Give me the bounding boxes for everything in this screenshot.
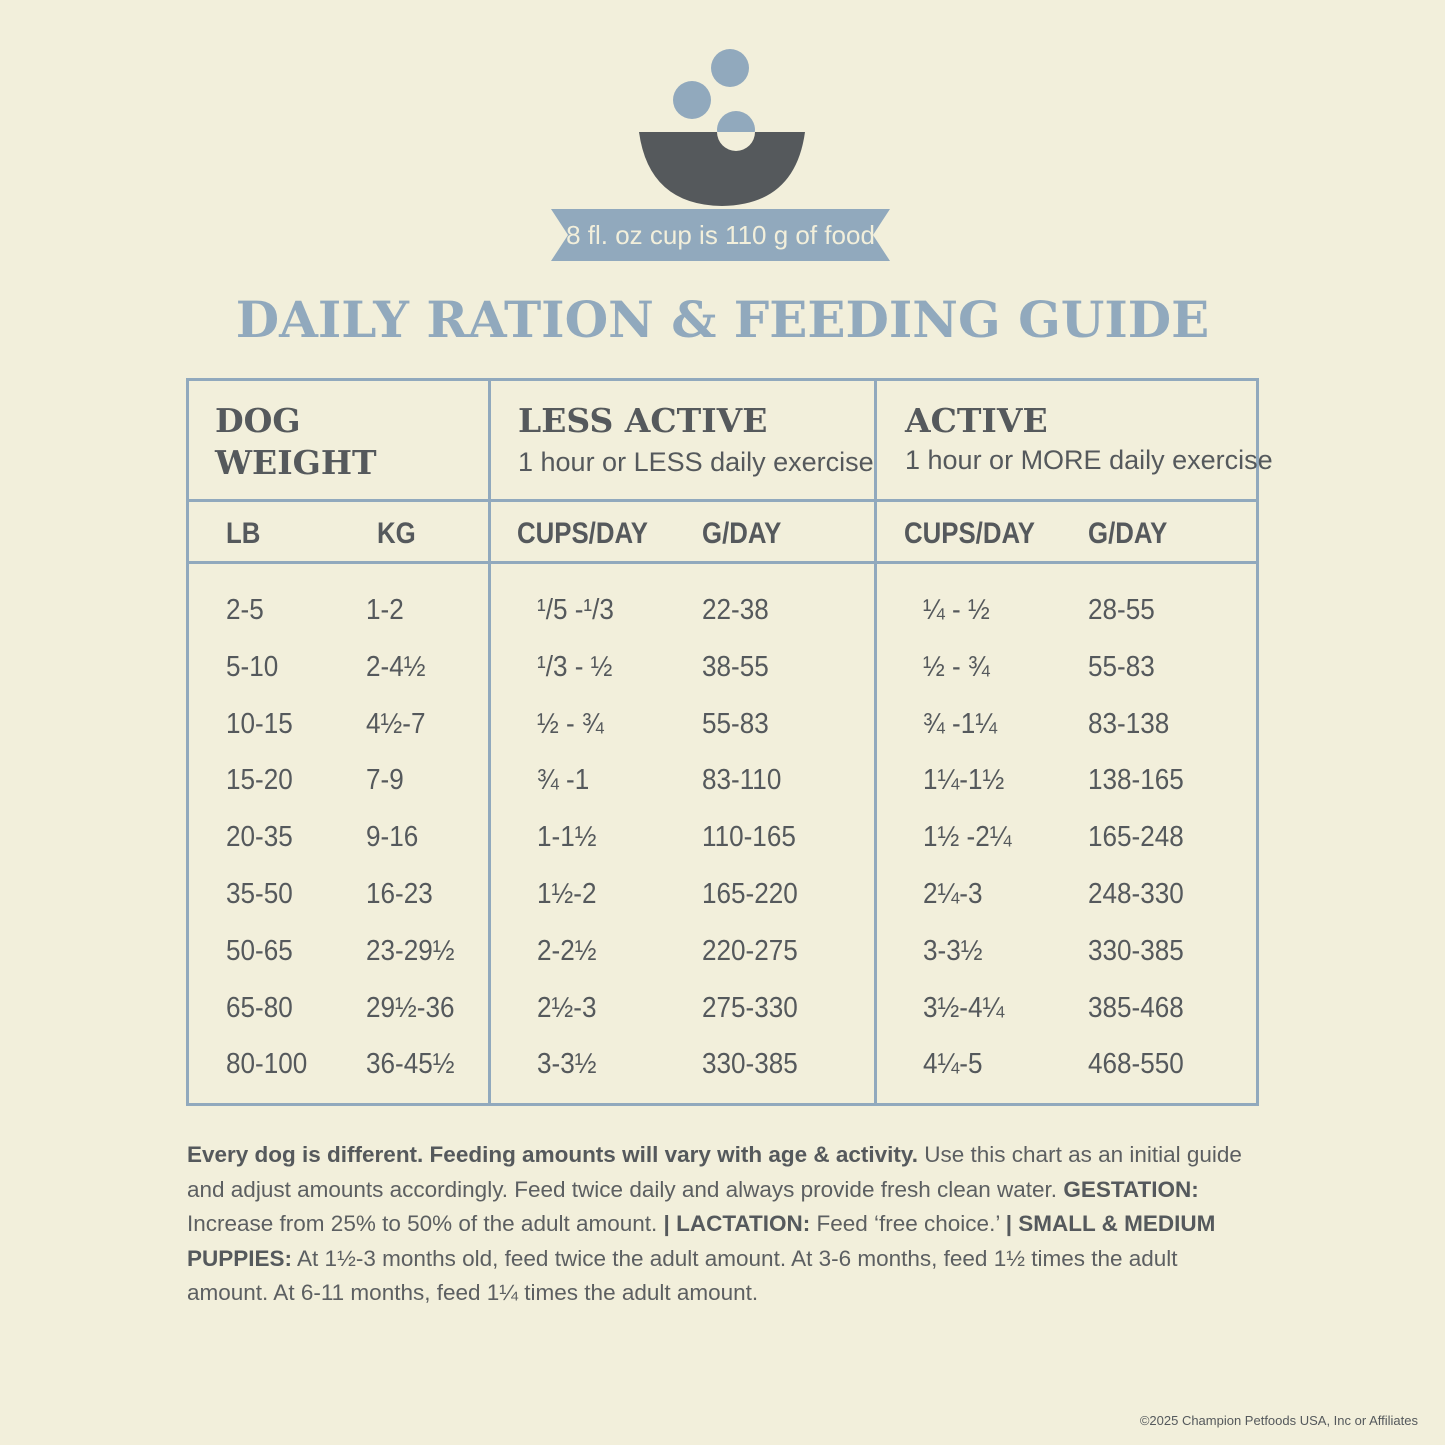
dog-weight-line2: WEIGHT bbox=[215, 443, 377, 482]
cell-active-cups: 4¼-5 bbox=[923, 1048, 983, 1081]
cell-active-cups: 1¼-1½ bbox=[923, 764, 1005, 797]
cell-kg: 7-9 bbox=[366, 764, 404, 797]
column-divider bbox=[874, 381, 877, 1103]
less-active-subtitle: 1 hour or LESS daily exercise bbox=[518, 447, 874, 477]
note-lead: Every dog is different. Feeding amounts … bbox=[187, 1142, 919, 1167]
food-bowl-icon bbox=[639, 49, 805, 206]
gestation-label: GESTATION: bbox=[1063, 1176, 1199, 1202]
cell-less-cups: ¾ -1 bbox=[537, 764, 590, 797]
cell-kg: 29½-36 bbox=[366, 991, 455, 1024]
cell-lb: 35-50 bbox=[226, 878, 293, 910]
cell-kg: 36-45½ bbox=[366, 1048, 455, 1081]
cell-kg: 4½-7 bbox=[366, 707, 426, 740]
cell-lb: 50-65 bbox=[226, 934, 293, 967]
cell-less-cups: ¹/5 -¹/3 bbox=[537, 594, 614, 626]
gestation-text: Increase from 25% to 50% of the adult am… bbox=[187, 1211, 664, 1236]
cell-less-cups: 2-2½ bbox=[537, 934, 597, 967]
cell-active-cups: ¼ - ½ bbox=[923, 594, 990, 626]
column-header-less-grams: G/DAY bbox=[702, 517, 782, 550]
active-heading: ACTIVE bbox=[905, 401, 1048, 440]
cell-less-grams: 165-220 bbox=[702, 878, 798, 910]
cell-active-cups: ½ - ¾ bbox=[923, 650, 990, 683]
cell-active-cups: 3½-4¼ bbox=[923, 991, 1005, 1024]
dog-weight-line1: DOG bbox=[215, 401, 301, 440]
cell-less-cups: ½ - ¾ bbox=[537, 707, 604, 740]
cell-active-grams: 138-165 bbox=[1088, 764, 1184, 797]
cup-size-text: 8 fl. oz cup is 110 g of food bbox=[566, 219, 875, 250]
column-header-active-grams: G/DAY bbox=[1088, 517, 1168, 550]
puppies-label: | SMALL & MEDIUM PUPPIES: bbox=[187, 1211, 1216, 1271]
cell-less-grams: 38-55 bbox=[702, 650, 769, 683]
cell-less-grams: 22-38 bbox=[702, 594, 769, 626]
puppies-text: At 1½-3 months old, feed twice the adult… bbox=[187, 1245, 1178, 1306]
cup-size-banner: 8 fl. oz cup is 110 g of food bbox=[551, 209, 890, 261]
cell-kg: 1-2 bbox=[366, 594, 404, 626]
less-active-heading: LESS ACTIVE bbox=[518, 401, 768, 440]
cell-lb: 20-35 bbox=[226, 821, 293, 854]
lactation-label: | LACTATION: bbox=[663, 1211, 811, 1236]
note-text: Use this chart as an initial guide and a… bbox=[187, 1142, 1242, 1202]
cell-active-cups: 1½ -2¼ bbox=[923, 821, 1012, 854]
cell-less-grams: 110-165 bbox=[702, 821, 796, 854]
cell-active-grams: 248-330 bbox=[1088, 878, 1184, 910]
cell-less-grams: 55-83 bbox=[702, 707, 769, 740]
cell-lb: 80-100 bbox=[226, 1048, 308, 1081]
dog-weight-heading: DOG WEIGHT bbox=[215, 400, 377, 484]
active-subtitle: 1 hour or MORE daily exercise bbox=[905, 445, 1273, 475]
cell-less-grams: 330-385 bbox=[702, 1048, 798, 1081]
cell-less-grams: 275-330 bbox=[702, 991, 798, 1024]
row-divider bbox=[189, 499, 1256, 502]
cell-active-grams: 28-55 bbox=[1088, 594, 1155, 626]
cell-lb: 5-10 bbox=[226, 650, 279, 683]
cell-less-cups: 2½-3 bbox=[537, 991, 597, 1024]
cell-active-grams: 165-248 bbox=[1088, 821, 1184, 854]
cell-lb: 10-15 bbox=[226, 707, 293, 740]
feeding-table: DOG WEIGHT LESS ACTIVE 1 hour or LESS da… bbox=[186, 378, 1273, 1106]
cell-less-grams: 220-275 bbox=[702, 934, 798, 967]
cell-less-cups: 1-1½ bbox=[537, 821, 597, 854]
column-header-lb: LB bbox=[226, 517, 261, 550]
page-title: DAILY RATION & FEEDING GUIDE bbox=[235, 290, 1210, 349]
column-header-active-cups: CUPS/DAY bbox=[904, 517, 1035, 550]
cell-lb: 65-80 bbox=[226, 991, 293, 1024]
copyright: ©2025 Champion Petfoods USA, Inc or Affi… bbox=[1139, 1413, 1418, 1428]
cell-kg: 2-4½ bbox=[366, 650, 426, 683]
cell-kg: 23-29½ bbox=[366, 934, 455, 967]
cell-less-cups: 3-3½ bbox=[537, 1048, 597, 1081]
cell-less-cups: ¹/3 - ½ bbox=[537, 650, 613, 683]
cell-active-grams: 83-138 bbox=[1088, 707, 1170, 740]
lactation-text: Feed ‘free choice.’ bbox=[810, 1211, 1006, 1236]
column-header-kg: KG bbox=[377, 517, 416, 550]
column-header-less-cups: CUPS/DAY bbox=[517, 517, 648, 550]
feeding-note: Every dog is different. Feeding amounts … bbox=[187, 1138, 1262, 1311]
cell-active-grams: 385-468 bbox=[1088, 991, 1184, 1024]
column-divider bbox=[488, 381, 491, 1103]
cell-lb: 15-20 bbox=[226, 764, 293, 797]
cell-less-grams: 83-110 bbox=[702, 764, 782, 797]
row-divider bbox=[189, 561, 1256, 564]
cell-active-grams: 330-385 bbox=[1088, 934, 1184, 967]
cell-active-cups: ¾ -1¼ bbox=[923, 707, 997, 740]
cell-less-cups: 1½-2 bbox=[537, 878, 597, 910]
cell-active-cups: 3-3½ bbox=[923, 934, 983, 967]
cell-kg: 9-16 bbox=[366, 821, 419, 854]
cell-active-grams: 468-550 bbox=[1088, 1048, 1184, 1081]
cell-active-grams: 55-83 bbox=[1088, 650, 1155, 683]
cell-kg: 16-23 bbox=[366, 878, 433, 910]
cell-lb: 2-5 bbox=[226, 594, 264, 626]
cell-active-cups: 2¼-3 bbox=[923, 878, 983, 910]
